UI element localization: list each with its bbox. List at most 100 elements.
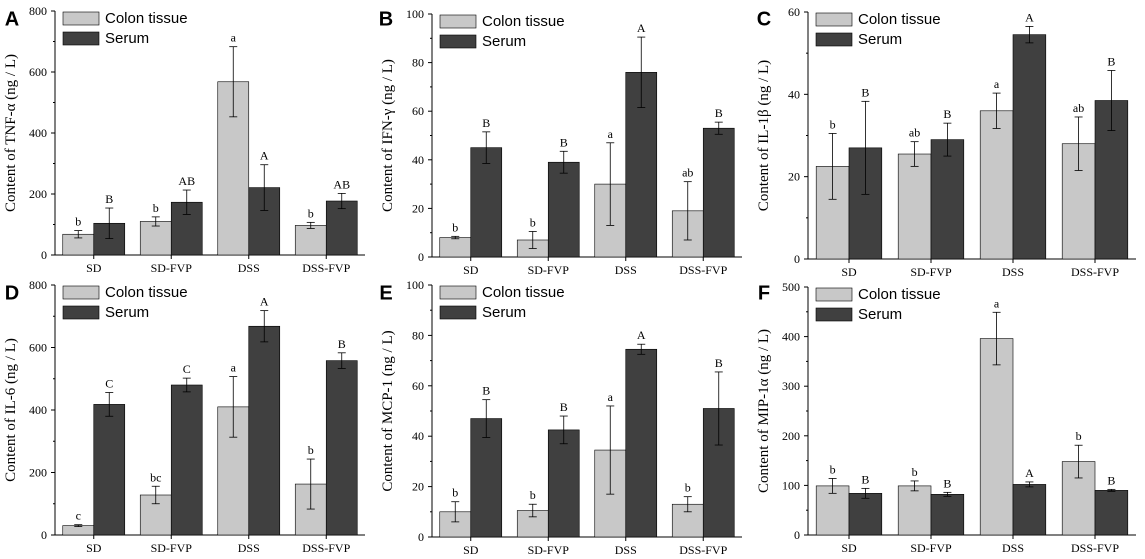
bar-serum (702, 127, 735, 258)
significance-letter: b (685, 481, 691, 495)
significance-letter: B (943, 107, 951, 121)
y-axis-label: Content of IL-1β (ng / L) (756, 60, 772, 211)
panel-label: B (379, 8, 393, 30)
legend-label: Colon tissue (105, 10, 188, 27)
legend-label: Colon tissue (858, 286, 941, 303)
y-tick-label: 40 (412, 153, 424, 167)
bar-serum (170, 384, 203, 536)
y-axis-label: Content of IL-6 (ng / L) (3, 338, 19, 482)
x-tick-label: SD (841, 265, 857, 279)
y-axis-label: Content of IFN-γ (ng / L) (380, 59, 396, 212)
significance-letter: b (530, 215, 536, 229)
chart-panel: D 0 200 400 600 800 Content of IL-6 (ng / L) SD… (3, 278, 365, 555)
y-tick-label: 80 (412, 56, 424, 70)
x-tick-label: DSS (1002, 541, 1024, 554)
significance-letter: B (1107, 473, 1115, 487)
x-tick-label: SD-FVP (528, 263, 570, 277)
panel-label: E (379, 282, 392, 304)
significance-letter: b (308, 206, 314, 220)
bar-colon-tissue (897, 485, 932, 536)
y-tick-label: 0 (794, 252, 800, 266)
y-tick-label: 60 (412, 379, 424, 393)
legend-label: Serum (482, 33, 526, 50)
significance-letter: A (637, 21, 646, 35)
bar-serum (1094, 490, 1129, 536)
significance-letter: b (452, 220, 458, 234)
x-tick-label: SD (86, 261, 102, 275)
chart-panel: B 0 20 40 60 80 100 Content of IFN-γ (ng / L) SD… (379, 7, 742, 277)
chart-panel: F 0 100 200 300 400 500 Content of MIP-1α (ng /… (756, 280, 1136, 555)
y-tick-label: 0 (41, 528, 47, 542)
legend-label: Serum (105, 30, 149, 47)
legend-label: Colon tissue (105, 284, 188, 301)
y-tick-label: 100 (782, 478, 800, 492)
bar-serum (1012, 34, 1047, 260)
y-tick-label: 60 (412, 104, 424, 118)
bar-serum (547, 161, 580, 258)
significance-letter: ab (909, 126, 920, 140)
y-tick-label: 20 (412, 201, 424, 215)
bar-serum (930, 494, 965, 536)
x-tick-label: DSS-FVP (1071, 265, 1119, 279)
significance-letter: AB (333, 177, 350, 191)
significance-letter: B (560, 400, 568, 414)
bar-colon-tissue (439, 237, 472, 258)
y-tick-label: 20 (412, 480, 424, 494)
significance-letter: b (912, 465, 918, 479)
y-tick-label: 80 (412, 328, 424, 342)
significance-letter: A (260, 149, 269, 163)
legend-label: Serum (105, 304, 149, 321)
legend-swatch-serum (62, 305, 100, 320)
x-tick-label: DSS (615, 543, 637, 554)
x-tick-label: DSS-FVP (679, 263, 727, 277)
panel-label: A (5, 8, 19, 30)
significance-letter: ab (682, 166, 693, 180)
legend-swatch-serum (815, 32, 853, 47)
significance-letter: B (861, 85, 869, 99)
legend-label: Serum (858, 31, 902, 48)
significance-letter: B (560, 135, 568, 149)
significance-letter: C (105, 377, 113, 391)
bar-serum (325, 360, 358, 536)
legend-swatch-serum (439, 34, 477, 49)
x-tick-label: DSS-FVP (302, 261, 350, 275)
y-tick-label: 600 (29, 341, 47, 355)
bar-serum (547, 429, 580, 538)
legend-swatch-colon-tissue (62, 11, 100, 26)
significance-letter: a (231, 361, 237, 375)
legend-swatch-serum (62, 31, 100, 46)
legend-swatch-colon-tissue (62, 285, 100, 300)
significance-letter: B (715, 106, 723, 120)
bar-serum (93, 404, 126, 536)
y-tick-label: 800 (29, 4, 47, 18)
legend-swatch-colon-tissue (815, 287, 853, 302)
significance-letter: A (1025, 466, 1034, 480)
y-axis-label: Content of MIP-1α (ng / L) (756, 329, 772, 493)
legend-label: Colon tissue (482, 284, 565, 301)
x-tick-label: SD-FVP (151, 261, 193, 275)
significance-letter: b (75, 215, 81, 229)
x-tick-label: DSS (615, 263, 637, 277)
significance-letter: b (830, 117, 836, 131)
significance-letter: C (183, 362, 191, 376)
significance-letter: b (452, 486, 458, 500)
bar-serum (625, 348, 658, 538)
chart-panel: C 0 20 40 60 Content of IL-1β (ng / L) SD b B SD-… (756, 5, 1136, 279)
y-tick-label: 300 (782, 379, 800, 393)
x-tick-label: SD (463, 263, 479, 277)
y-tick-label: 40 (412, 429, 424, 443)
legend-label: Colon tissue (858, 11, 941, 28)
significance-letter: a (608, 390, 614, 404)
y-tick-label: 40 (788, 87, 800, 101)
bar-colon-tissue (139, 221, 172, 256)
legend-swatch-colon-tissue (439, 285, 477, 300)
legend-swatch-serum (815, 307, 853, 322)
significance-letter: B (105, 192, 113, 206)
significance-letter: B (338, 337, 346, 351)
x-tick-label: DSS-FVP (679, 543, 727, 554)
chart-panel: A 0 200 400 600 800 Content of TNF-α (ng / L) S… (3, 4, 365, 275)
bar-serum (325, 200, 358, 256)
significance-letter: b (530, 488, 536, 502)
significance-letter: b (308, 443, 314, 457)
bar-colon-tissue (294, 225, 327, 256)
